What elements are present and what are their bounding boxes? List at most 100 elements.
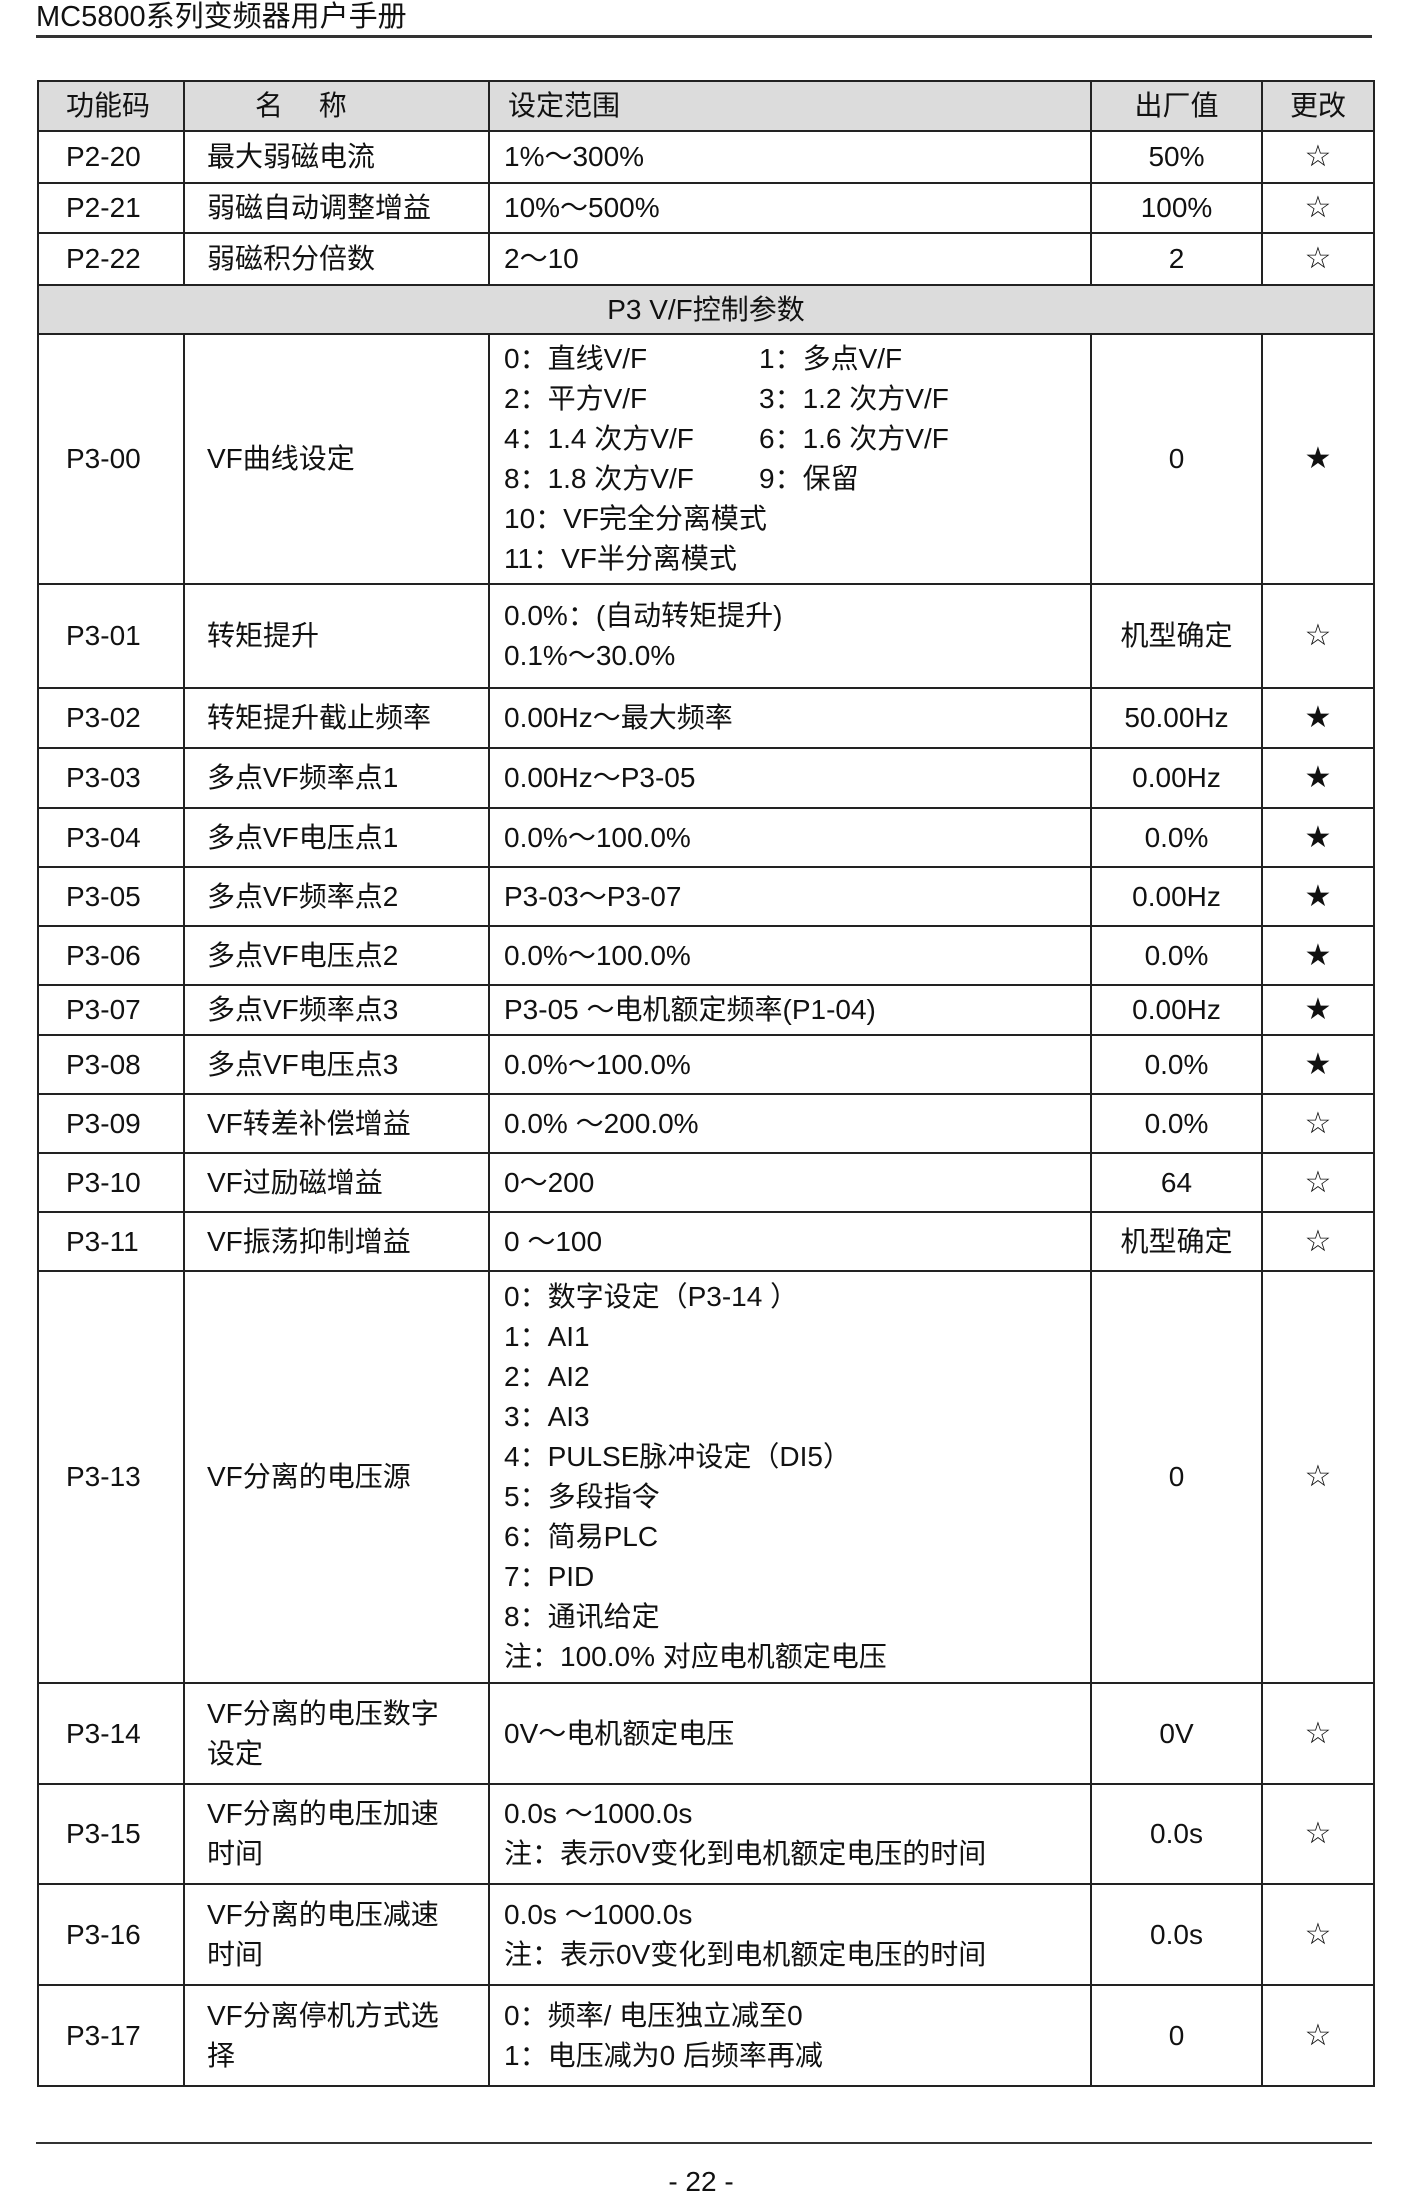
parameter-code: P3-01 bbox=[37, 583, 185, 689]
parameter-name: 弱磁自动调整增益 bbox=[183, 182, 490, 234]
parameter-code: P3-06 bbox=[37, 925, 185, 986]
filled-star-icon: ★ bbox=[1261, 866, 1375, 927]
default-value: 0.0% bbox=[1090, 807, 1263, 868]
parameter-name: 多点VF频率点1 bbox=[183, 747, 490, 809]
range-line: 0～200 bbox=[504, 1166, 595, 1198]
name-line: 多点VF电压点1 bbox=[207, 821, 399, 853]
table-row: P3-07 多点VF频率点3 P3-05 ～电机额定频率(P1-04) 0.00Hz ★ bbox=[37, 984, 1375, 1036]
parameter-code: P3-08 bbox=[37, 1034, 185, 1095]
range-line: 0.0%～100.0% bbox=[504, 821, 691, 853]
range-option: 2：平方V/F bbox=[504, 383, 648, 414]
range-line: 0：频率/ 电压独立减至0 bbox=[504, 1999, 803, 2031]
parameter-code: P3-02 bbox=[37, 687, 185, 749]
parameter-table: 功能码 名 称 设定范围 出厂值 更改 P2-20 最大弱磁电流 1%～300% 50… bbox=[37, 80, 1375, 2087]
name-line: VF振荡抑制增益 bbox=[207, 1225, 411, 1257]
range-line: 0：数字设定（P3-14 ） bbox=[504, 1281, 799, 1312]
range-line: 2：AI2 bbox=[504, 1361, 590, 1392]
parameter-name: VF曲线设定 bbox=[183, 333, 490, 585]
default-value: 2 bbox=[1090, 232, 1263, 286]
range-line: 5：多段指令 bbox=[504, 1481, 660, 1512]
hollow-star-icon: ☆ bbox=[1261, 1783, 1375, 1885]
setting-range: 0.0s ～1000.0s 注：表示0V变化到电机额定电压的时间 bbox=[488, 1883, 1092, 1986]
parameter-code: P3-11 bbox=[37, 1211, 185, 1272]
table-row: P3-03 多点VF频率点1 0.00Hz～P3-05 0.00Hz ★ bbox=[37, 747, 1375, 809]
table-row: P3-17 VF分离停机方式选择 0：频率/ 电压独立减至0 1：电压减为0 后频率再… bbox=[37, 1984, 1375, 2087]
setting-range: 0 ～100 bbox=[488, 1211, 1092, 1272]
hollow-star-icon: ☆ bbox=[1261, 232, 1375, 286]
filled-star-icon: ★ bbox=[1261, 687, 1375, 749]
setting-range: 2～10 bbox=[488, 232, 1092, 286]
column-header: 更改 bbox=[1261, 80, 1375, 132]
default-value: 机型确定 bbox=[1090, 1211, 1263, 1272]
table-header-row: 功能码 名 称 设定范围 出厂值 更改 bbox=[37, 80, 1375, 132]
parameter-code: P2-21 bbox=[37, 182, 185, 234]
setting-range: 0.00Hz～最大频率 bbox=[488, 687, 1092, 749]
range-line: 10%～500% bbox=[504, 192, 660, 223]
filled-star-icon: ★ bbox=[1261, 807, 1375, 868]
range-line: 0.0%～100.0% bbox=[504, 1048, 691, 1080]
parameter-name: VF分离停机方式选择 bbox=[183, 1984, 490, 2087]
range-line: 1：电压减为0 后频率再减 bbox=[504, 2039, 823, 2071]
range-line: 4：PULSE脉冲设定（DI5） bbox=[504, 1441, 851, 1472]
parameter-code: P3-16 bbox=[37, 1883, 185, 1986]
parameter-name: VF分离的电压源 bbox=[183, 1270, 490, 1684]
range-line-pair: 2：平方V/F 3：1.2 次方V/F bbox=[504, 379, 1090, 419]
filled-star-icon: ★ bbox=[1261, 333, 1375, 585]
setting-range: 0.00Hz～P3-05 bbox=[488, 747, 1092, 809]
range-line: 1：AI1 bbox=[504, 1321, 590, 1352]
filled-star-icon: ★ bbox=[1261, 984, 1375, 1036]
setting-range: 0.0s ～1000.0s 注：表示0V变化到电机额定电压的时间 bbox=[488, 1783, 1092, 1885]
hollow-star-icon: ☆ bbox=[1261, 182, 1375, 234]
name-line: 转矩提升 bbox=[207, 620, 320, 651]
name-line: VF转差补偿增益 bbox=[207, 1107, 411, 1139]
table-row: P3-16 VF分离的电压减速 时间 0.0s ～1000.0s 注：表示0V变化到电机… bbox=[37, 1883, 1375, 1986]
table-row: P3-05 多点VF频率点2 P3-03～P3-07 0.00Hz ★ bbox=[37, 866, 1375, 927]
range-line: P3-03～P3-07 bbox=[504, 880, 682, 912]
table-row: P3-01 转矩提升 0.0%：(自动转矩提升) 0.1%～30.0% 机型确定 ☆ bbox=[37, 583, 1375, 689]
range-line: 0 ～100 bbox=[504, 1225, 603, 1257]
name-line: VF分离的电压加速 bbox=[207, 1798, 439, 1829]
setting-range: 0：直线V/F 1：多点V/F 2：平方V/F 3：1.2 次方V/F 4：1.4 次方… bbox=[488, 333, 1092, 585]
table-row: P3-15 VF分离的电压加速 时间 0.0s ～1000.0s 注：表示0V变化到电机… bbox=[37, 1783, 1375, 1885]
hollow-star-icon: ☆ bbox=[1261, 130, 1375, 184]
document-header-title: MC5800系列变频器用户手册 bbox=[36, 1, 407, 33]
hollow-star-icon: ☆ bbox=[1261, 1211, 1375, 1272]
name-line: VF分离停机方式选 bbox=[207, 1999, 439, 2031]
default-value: 0.00Hz bbox=[1090, 984, 1263, 1036]
parameter-name: VF振荡抑制增益 bbox=[183, 1211, 490, 1272]
default-value: 50.00Hz bbox=[1090, 687, 1263, 749]
column-header: 名 称 bbox=[183, 80, 490, 132]
range-line: 7：PID bbox=[504, 1561, 595, 1592]
range-option: 4：1.4 次方V/F bbox=[504, 423, 694, 454]
header-divider bbox=[36, 35, 1372, 38]
range-option: 1：多点V/F bbox=[759, 343, 903, 374]
range-option: 9：保留 bbox=[759, 463, 859, 494]
setting-range: 0.0% ～200.0% bbox=[488, 1093, 1092, 1154]
range-option: 3：1.2 次方V/F bbox=[759, 383, 949, 414]
hollow-star-icon: ☆ bbox=[1261, 1984, 1375, 2087]
section-title: P3 V/F控制参数 bbox=[37, 284, 1375, 335]
table-row: P2-20 最大弱磁电流 1%～300% 50% ☆ bbox=[37, 130, 1375, 184]
footer-divider bbox=[36, 2142, 1372, 2144]
name-line: 转矩提升截止频率 bbox=[207, 702, 432, 733]
parameter-name: 多点VF频率点2 bbox=[183, 866, 490, 927]
range-line: P3-05 ～电机额定频率(P1-04) bbox=[504, 994, 876, 1025]
setting-range: P3-03～P3-07 bbox=[488, 866, 1092, 927]
name-line: 弱磁积分倍数 bbox=[207, 243, 376, 274]
range-line: 6：简易PLC bbox=[504, 1521, 659, 1552]
parameter-name: 多点VF电压点3 bbox=[183, 1034, 490, 1095]
parameter-code: P2-22 bbox=[37, 232, 185, 286]
setting-range: 0：数字设定（P3-14 ） 1：AI1 2：AI2 3：AI3 4：PULSE脉冲设定… bbox=[488, 1270, 1092, 1684]
setting-range: 0：频率/ 电压独立减至0 1：电压减为0 后频率再减 bbox=[488, 1984, 1092, 2087]
setting-range: 0～200 bbox=[488, 1152, 1092, 1213]
range-line: 11：VF半分离模式 bbox=[504, 543, 737, 574]
hollow-star-icon: ☆ bbox=[1261, 1152, 1375, 1213]
filled-star-icon: ★ bbox=[1261, 1034, 1375, 1095]
table-row: P3-08 多点VF电压点3 0.0%～100.0% 0.0% ★ bbox=[37, 1034, 1375, 1095]
table-row: P3-10 VF过励磁增益 0～200 64 ☆ bbox=[37, 1152, 1375, 1213]
table-row: P3-02 转矩提升截止频率 0.00Hz～最大频率 50.00Hz ★ bbox=[37, 687, 1375, 749]
setting-range: 0.0%～100.0% bbox=[488, 1034, 1092, 1095]
parameter-name: 转矩提升截止频率 bbox=[183, 687, 490, 749]
parameter-name: 转矩提升 bbox=[183, 583, 490, 689]
column-header: 出厂值 bbox=[1090, 80, 1263, 132]
